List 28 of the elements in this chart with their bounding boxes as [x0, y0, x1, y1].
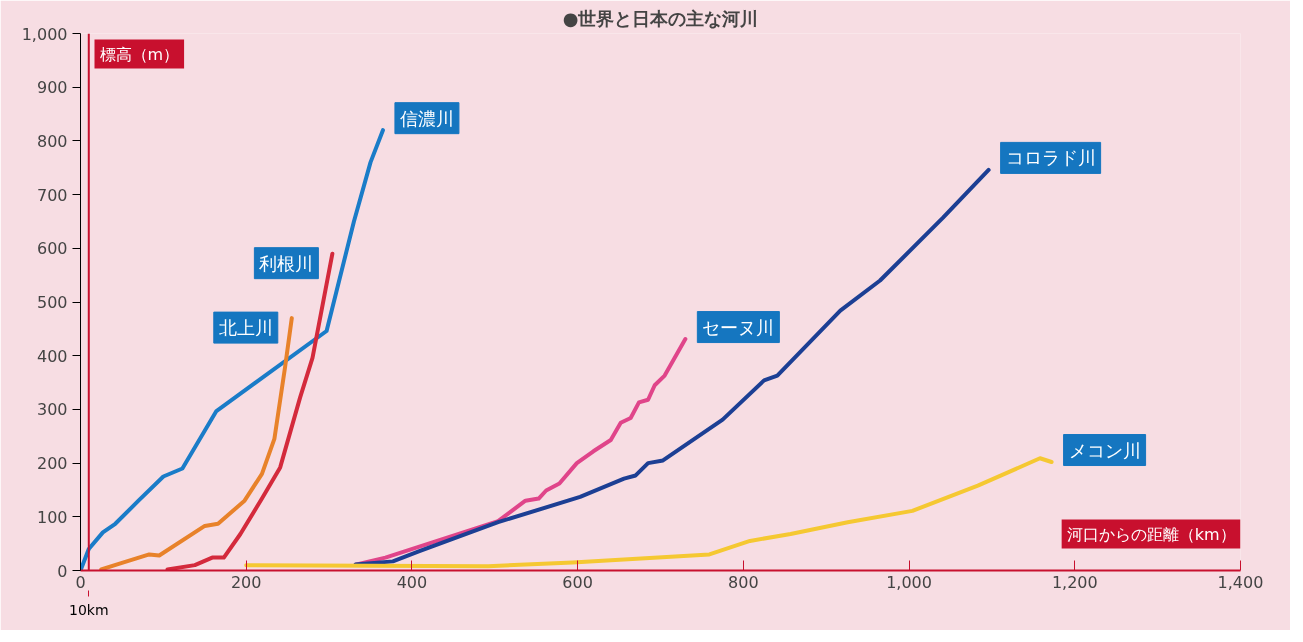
- series-label: セーヌ川: [702, 316, 775, 338]
- x-tick-label: 1,000: [886, 572, 932, 592]
- series-label: 北上川: [218, 317, 273, 339]
- x-tick-label: 200: [230, 572, 262, 592]
- y-tick-label: 200: [36, 454, 68, 474]
- x-tick-label: 600: [562, 572, 593, 592]
- y-tick-label: 900: [36, 78, 68, 98]
- y-tick-label: 300: [36, 400, 68, 420]
- x-tick-label: 0: [75, 572, 86, 592]
- y-axis-title: 標高（m）: [99, 44, 180, 64]
- x-tick-label: 1,400: [1217, 572, 1264, 592]
- y-tick-label: 100: [36, 507, 68, 527]
- series-label: コロラド川: [1005, 147, 1096, 169]
- x-tick-label: 400: [396, 572, 428, 592]
- x-axis-title: 河口からの距離（km）: [1066, 524, 1236, 544]
- ref-line-label: 10km: [69, 601, 109, 618]
- series-label: メコン川: [1068, 439, 1141, 461]
- series-label: 利根川: [259, 252, 314, 274]
- y-tick-label: 1,000: [21, 24, 68, 44]
- x-tick-label: 800: [728, 572, 759, 592]
- y-tick-label: 800: [36, 131, 68, 151]
- series-label: 信濃川: [399, 107, 454, 129]
- y-tick-label: 400: [36, 346, 68, 366]
- y-tick-label: 700: [36, 185, 68, 205]
- y-tick-label: 500: [36, 293, 68, 312]
- x-tick-label: 1,200: [1051, 572, 1098, 592]
- chart-title: ●世界と日本の主な河川: [562, 7, 759, 29]
- y-tick-label: 600: [36, 239, 68, 259]
